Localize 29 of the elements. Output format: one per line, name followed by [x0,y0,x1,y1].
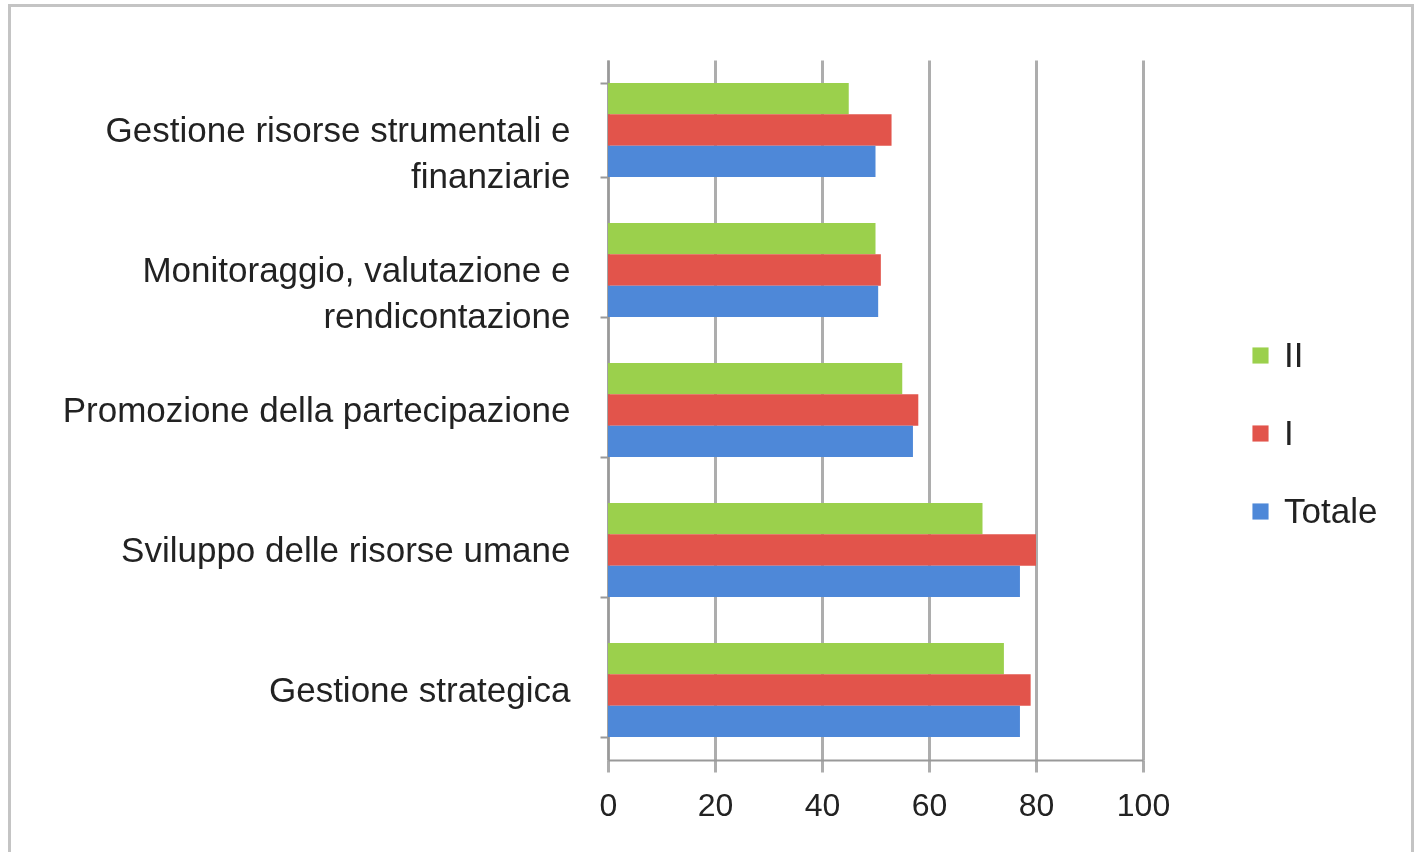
y-tick-label: Monitoraggio, valutazione e rendicontazione [142,249,571,335]
bar [608,565,1020,597]
y-tick-label: Gestione risorse strumentali e finanziarie [105,109,571,195]
bar [608,285,879,317]
bar [608,674,1031,706]
y-tick-label: Sviluppo delle risorse umane [121,529,571,569]
bar [608,394,919,426]
legend-label: II [1284,334,1304,374]
bar [608,534,1036,566]
legend-label: Totale [1284,490,1378,530]
x-tick-label: 80 [1018,786,1055,823]
x-tick-label: 100 [1116,786,1171,823]
bar [608,643,1004,675]
bar [608,705,1020,737]
y-tick-label: Gestione strategica [268,669,572,709]
x-tick-label: 20 [697,786,734,823]
y-tick-label: Promozione della partecipazione [62,389,571,429]
bar [608,83,849,115]
legend-label: I [1284,412,1294,452]
bar [608,254,881,286]
bar [608,425,913,457]
bar [608,145,876,177]
x-tick-label: 40 [804,786,841,823]
x-tick-label: 0 [599,786,618,823]
bar [608,503,983,535]
bar [608,114,892,146]
bar [608,363,903,395]
x-tick-label: 60 [911,786,948,823]
bar [608,223,876,255]
